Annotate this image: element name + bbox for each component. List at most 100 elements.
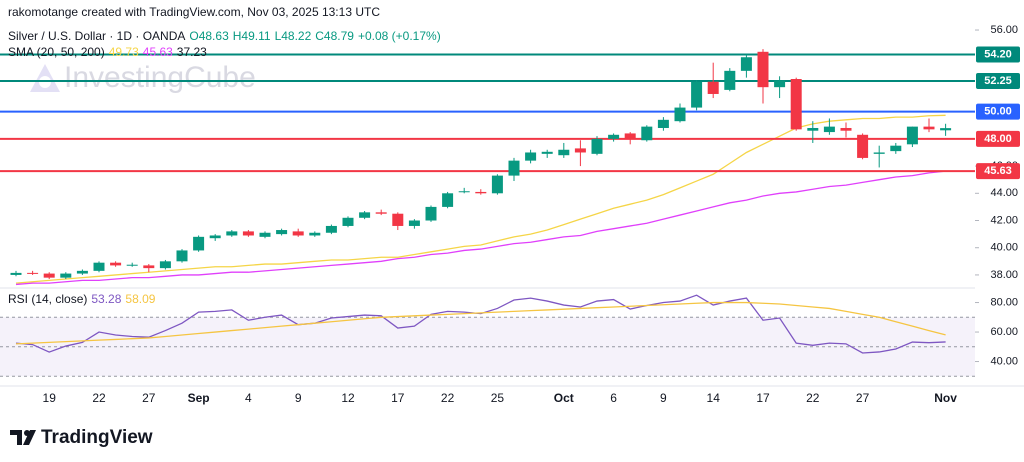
candle-body [76,270,88,274]
footer-logo [10,430,36,445]
candle-body [608,134,620,139]
candle-body [375,212,387,214]
symbol-title: Silver / U.S. Dollar · 1D · OANDA [8,29,186,43]
candle-body [541,151,553,154]
candle-body [508,160,520,176]
candle-body [823,126,835,133]
candle-body [906,126,918,145]
candle-body [193,236,205,251]
x-tick-label: Oct [554,391,574,405]
ohlc-value: L48.22 [274,29,312,43]
y-tick-label: 42.00 [990,214,1018,226]
candle-body [292,231,304,236]
x-tick-label: 12 [341,391,355,405]
candle-body [940,128,952,131]
candle-body [226,231,238,236]
candle-body [807,127,819,131]
candle-body [43,273,55,278]
candle-body [624,133,636,139]
level-label: 48.00 [984,133,1012,145]
x-tick-label: 19 [43,391,57,405]
x-tick-label: 14 [707,391,721,405]
x-tick-label: 27 [142,391,156,405]
x-tick-label: 17 [391,391,405,405]
rsi-line [15,294,946,354]
y-tick-label: 40.00 [990,355,1018,367]
candle-body [392,213,404,226]
y-tick-label: 44.00 [990,187,1018,199]
level-label-box [976,130,1020,147]
indicator-name: RSI (14, close) [8,292,88,306]
level-label-box [976,46,1020,63]
candle-body [740,57,752,71]
candle-body [525,152,537,161]
candle-body [209,235,221,239]
x-tick-label: 22 [441,391,455,405]
candle-body [110,262,122,266]
candle-body [873,152,885,154]
x-tick-label: 6 [610,391,617,405]
candle-body [790,79,802,130]
ohlc-value: +0.08 (+0.17%) [357,29,441,43]
sma-legend: SMA (20, 50, 200) 49.73 45.63 37.23 [8,45,207,59]
candle-body [242,231,254,236]
ohlc-value: H49.11 [232,29,271,43]
indicator-value: 58.09 [125,292,156,306]
watermark: InvestingCube [64,61,256,94]
x-tick-label: Nov [934,391,957,405]
candle-body [60,273,72,278]
indicator-value: 53.28 [91,292,122,306]
candle-body [757,51,769,88]
candle-body [857,134,869,158]
level-label: 45.63 [984,165,1012,177]
candle-body [425,206,437,221]
candle-body [890,145,902,152]
rsi-line [15,301,946,345]
sma-line [15,170,946,286]
y-tick-label: 56.00 [990,24,1018,36]
x-tick-label: 22 [806,391,820,405]
level-label-box [976,163,1020,180]
candle-body [923,126,935,130]
candle-body [641,126,653,141]
candle-body [126,264,138,266]
candle-body [574,148,586,153]
candle-body [176,250,188,262]
candle-body [93,262,105,271]
level-label: 50.00 [984,106,1012,118]
candle-body [408,220,420,226]
x-tick-label: 22 [92,391,106,405]
x-tick-label: 25 [491,391,505,405]
y-tick-label: 40.00 [990,242,1018,254]
indicator-value: 37.23 [176,45,207,59]
ohlc-value: O48.63 [189,29,229,43]
y-tick-label: 60.00 [990,326,1018,338]
candle-body [558,149,570,156]
candle-body [674,107,686,122]
candle-body [591,138,603,154]
x-tick-label: 9 [295,391,302,405]
price-legend: Silver / U.S. Dollar · 1D · OANDA O48.63 H… [8,29,441,43]
level-label: 54.20 [984,48,1012,60]
ohlc-value: C48.79 [315,29,354,43]
candle-body [458,191,470,193]
x-tick-label: 27 [856,391,870,405]
candle-body [309,232,321,236]
candle-body [325,225,337,233]
x-tick-label: 4 [245,391,252,405]
candle-body [259,232,271,237]
y-tick-label: 80.00 [990,296,1018,308]
footer-brand: TradingView [41,427,153,448]
candle-body [774,80,786,88]
level-label-box [976,103,1020,120]
sma-line [15,114,946,284]
candle-body [442,193,454,207]
candle-body [159,261,171,269]
candle-body [359,212,371,218]
y-tick-label: 38.00 [990,269,1018,281]
candle-body [475,191,487,194]
candle-body [342,217,354,226]
candle-body [840,127,852,131]
